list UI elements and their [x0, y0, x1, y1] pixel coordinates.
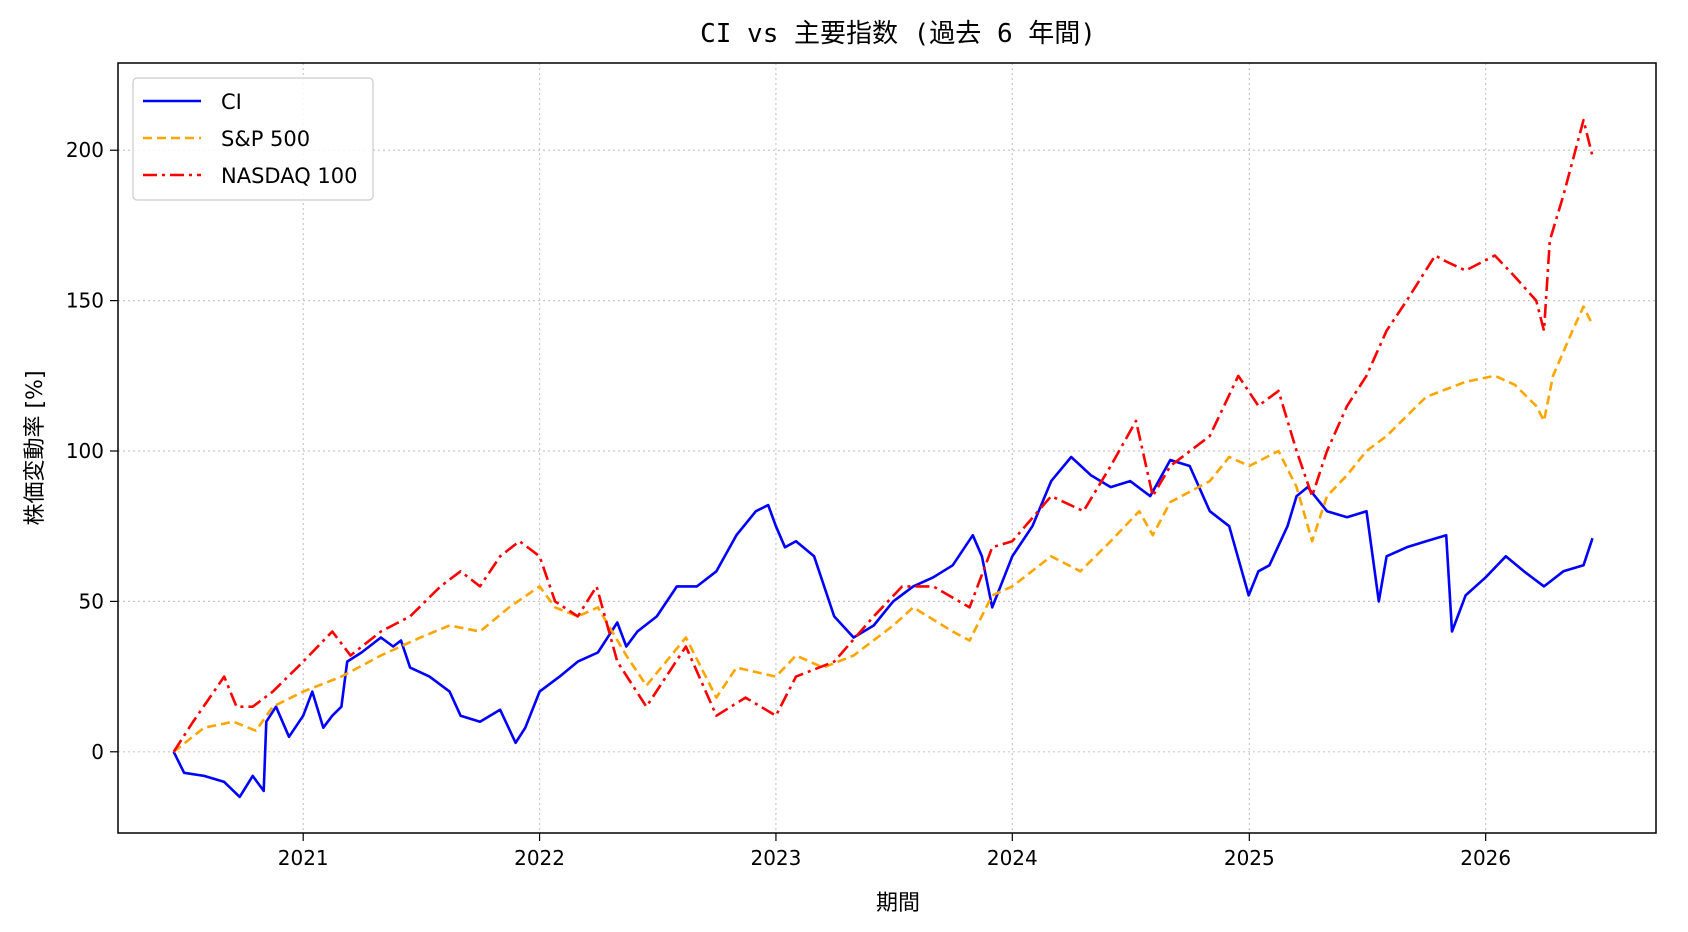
y-axis-title: 株価変動率 [%] [23, 370, 48, 525]
legend-label: CI [221, 90, 242, 114]
y-tick-label: 0 [91, 740, 104, 764]
x-axis-title: 期間 [876, 891, 920, 916]
x-axis-ticks: 2021 2022 2023 2024 2025 2026 [278, 833, 1511, 870]
legend-label: S&P 500 [221, 127, 310, 151]
chart-title: CI vs 主要指数 (過去 6 年間) [700, 19, 1096, 49]
legend: CI S&P 500 NASDAQ 100 [132, 77, 374, 201]
y-axis-ticks: 0 50 100 150 200 [66, 138, 118, 764]
series-lines [172, 118, 1594, 799]
gridlines [118, 63, 1656, 833]
legend-box [132, 77, 374, 201]
series-line-1 [172, 305, 1594, 753]
series-line-2 [172, 118, 1594, 753]
y-tick-label: 100 [66, 439, 104, 463]
y-tick-label: 200 [66, 138, 104, 162]
x-tick-label: 2026 [1460, 846, 1511, 870]
series-line-0 [172, 455, 1594, 799]
x-tick-label: 2025 [1224, 846, 1275, 870]
legend-label: NASDAQ 100 [221, 164, 358, 188]
y-tick-label: 150 [66, 289, 104, 313]
y-tick-label: 50 [79, 589, 104, 613]
x-tick-label: 2024 [987, 846, 1038, 870]
plot-frame [117, 62, 1657, 834]
x-tick-label: 2022 [514, 846, 565, 870]
x-tick-label: 2021 [278, 846, 329, 870]
x-tick-label: 2023 [750, 846, 801, 870]
